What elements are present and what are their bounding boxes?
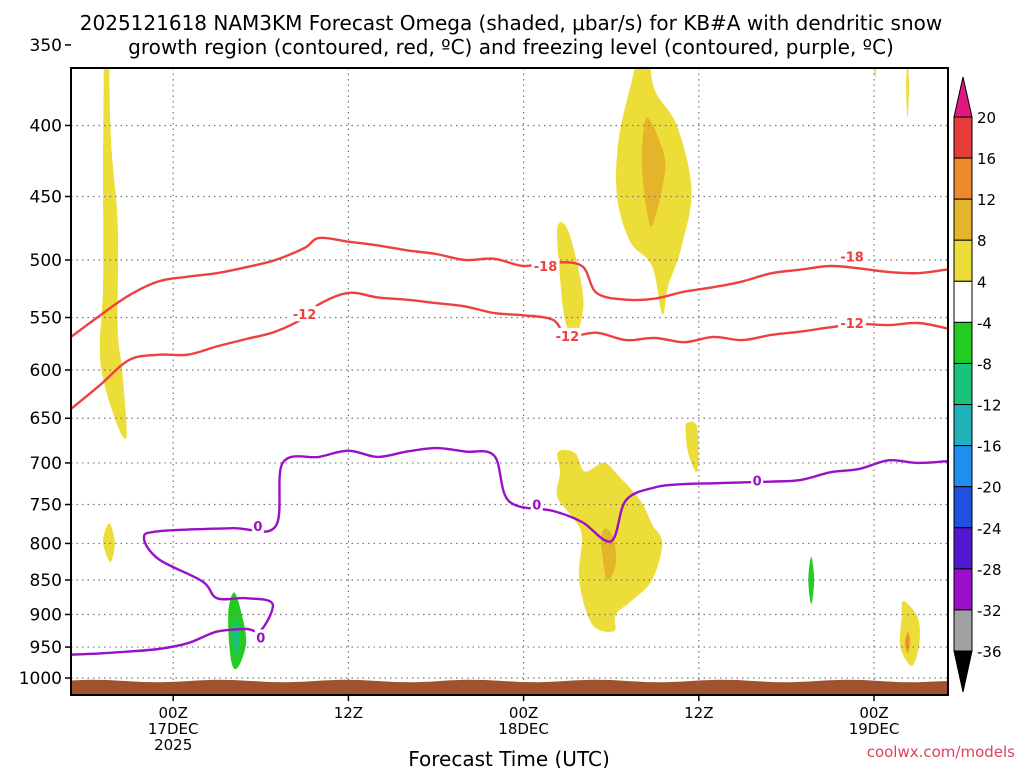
colorbar-top-arrow: [953, 76, 973, 118]
colorbar-band-10: [953, 527, 973, 570]
colorbar-band-0: [953, 116, 973, 159]
x-tick-label-48-1: 19DEC: [849, 720, 900, 738]
colorbar-label-7: -12: [977, 397, 1002, 415]
omega-blob-0-7: [906, 68, 909, 118]
colorbar-band-5: [953, 321, 973, 364]
y-tick-label-650: 650: [30, 409, 62, 429]
contour-label-2-0: 0: [256, 631, 265, 646]
y-tick-label-750: 750: [30, 496, 62, 516]
x-tick-label-36-0: 12Z: [684, 704, 713, 722]
grid-lines: [71, 68, 948, 695]
y-tick-label-800: 800: [30, 534, 62, 554]
contour-label-2-3: 0: [753, 475, 762, 490]
omega-blob-2-0: [906, 634, 909, 651]
y-tick-label-450: 450: [30, 187, 62, 207]
contour-label-2-1: 0: [253, 520, 262, 535]
contour-labels: -18 -18 -12 -12 -12 0 0 0 0: [251, 248, 867, 646]
omega-blob-0-1: [102, 523, 115, 562]
colorbar-label-5: -4: [977, 314, 992, 332]
colorbar-band-1: [953, 157, 973, 200]
y-tick-label-350: 350: [30, 36, 62, 56]
contour-label-bg-0-0: [531, 258, 560, 274]
x-tick-label-24-0: 00Z: [509, 704, 538, 722]
colorbar-label-13: -36: [977, 643, 1002, 661]
colorbar-label-0: 20: [977, 109, 996, 127]
credit-text: coolwx.com/models: [867, 743, 1015, 761]
y-tick-label-400: 400: [30, 116, 62, 136]
x-axis-label: Forecast Time (UTC): [408, 747, 610, 768]
colorbar-band-2: [953, 198, 973, 241]
colorbar-label-12: -32: [977, 602, 1002, 620]
colorbar: 20 16 12 8 4 -4 -8 -12 -16 -20 -24 -28 -32 -36: [953, 76, 1002, 693]
contour-label-bg-2-3: [751, 472, 764, 488]
contour-label-0-1: -18: [840, 250, 864, 265]
contour-label-bg-2-1: [251, 517, 264, 533]
contour-label-2-2: 0: [532, 499, 541, 514]
colorbar-band-12: [953, 609, 973, 652]
y-tick-label-1000: 1000: [19, 669, 62, 689]
omega-blob-0-2: [556, 221, 584, 338]
colorbar-band-11: [953, 568, 973, 611]
colorbar-label-4: 4: [977, 273, 987, 291]
contour-label-bg-2-2: [530, 496, 543, 512]
colorbar-band-9: [953, 486, 973, 529]
y-tick-label-900: 900: [30, 605, 62, 625]
y-tick-label-950: 950: [30, 638, 62, 658]
omega-blob-0-6: [874, 68, 877, 79]
x-tick-label-24-1: 18DEC: [498, 720, 549, 738]
contour-line-0: [71, 236, 948, 338]
y-tick-label-700: 700: [30, 454, 62, 474]
colorbar-band-6: [953, 362, 973, 406]
omega-blob-4-0: [232, 617, 240, 657]
plot-frame: [70, 67, 949, 696]
colorbar-band-8: [953, 445, 973, 488]
contour-label-bg-1-1: [553, 327, 582, 343]
contour-label-bg-1-0: [290, 306, 319, 322]
x-tick-label-0-2: 2025: [154, 736, 192, 754]
contour-label-0-0: -18: [534, 260, 558, 275]
chart-title-line2: growth region (contoured, red, ºC) and f…: [128, 35, 894, 59]
contour-label-bg-2-0: [254, 629, 267, 645]
omega-blob-0-4: [685, 421, 699, 473]
omega-shading: [99, 68, 920, 669]
colorbar-label-11: -28: [977, 561, 1002, 579]
colorbar-band-3: [953, 239, 973, 282]
colorbar-band-4: [953, 280, 973, 323]
omega-blob-1-0: [641, 117, 666, 227]
colorbar-label-1: 16: [977, 150, 996, 168]
y-tick-label-500: 500: [30, 251, 62, 271]
colorbar-label-9: -20: [977, 479, 1002, 497]
colorbar-bottom-arrow: [953, 650, 973, 693]
pressure-axis: 2503003504004505005506006507007508008509…: [19, 36, 71, 689]
contour-label-1-1: -12: [556, 330, 580, 345]
contour-line-1: [71, 291, 948, 410]
colorbar-label-8: -16: [977, 438, 1002, 456]
x-tick-label-48-0: 00Z: [859, 704, 888, 722]
colorbar-label-3: 8: [977, 232, 987, 250]
contour-label-bg-0-1: [838, 248, 867, 264]
x-tick-label-12-0: 12Z: [334, 704, 363, 722]
chart-title-line1: 2025121618 NAM3KM Forecast Omega (shaded…: [80, 11, 942, 35]
y-tick-label-550: 550: [30, 309, 62, 329]
x-tick-label-0-0: 00Z: [159, 704, 188, 722]
colorbar-label-6: -8: [977, 355, 992, 373]
colorbar-band-7: [953, 404, 973, 447]
y-tick-label-600: 600: [30, 361, 62, 381]
ground-shading: [71, 679, 948, 695]
x-tick-label-0-1: 17DEC: [148, 720, 199, 738]
ground-shape: [71, 679, 948, 695]
contour-label-1-2: -12: [840, 317, 864, 332]
omega-blob-3-2: [808, 556, 815, 605]
colorbar-label-10: -24: [977, 520, 1002, 538]
contour-label-1-0: -12: [293, 308, 317, 323]
omega-blob-0-0: [99, 68, 127, 439]
y-tick-label-850: 850: [30, 571, 62, 591]
colorbar-label-2: 12: [977, 191, 996, 209]
contour-label-bg-1-2: [838, 314, 867, 330]
omega-blob-0-8: [899, 600, 920, 666]
